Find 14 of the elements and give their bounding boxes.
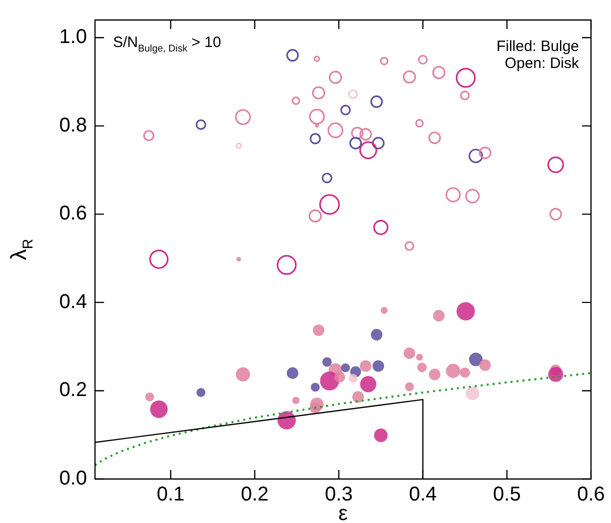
y-tick-label: 0.4 [59, 290, 87, 313]
annotation: Open: Disk [504, 55, 580, 72]
y-tick-label: 0.8 [59, 114, 87, 136]
y-tick-label: 0.0 [59, 468, 87, 490]
x-tick-label: 0.1 [156, 484, 185, 506]
x-tick-label: 0.4 [408, 484, 437, 506]
x-tick-label: 0.6 [577, 484, 605, 506]
annotation: Filled: Bulge [496, 38, 580, 55]
y-tick-label: 0.2 [59, 379, 87, 402]
y-tick-label: 1.0 [59, 26, 87, 48]
y-tick-label: 0.6 [59, 202, 87, 225]
x-tick-label: 0.5 [493, 484, 521, 506]
y-axis-title: λR [6, 238, 37, 260]
x-tick-label: 0.2 [240, 484, 269, 506]
